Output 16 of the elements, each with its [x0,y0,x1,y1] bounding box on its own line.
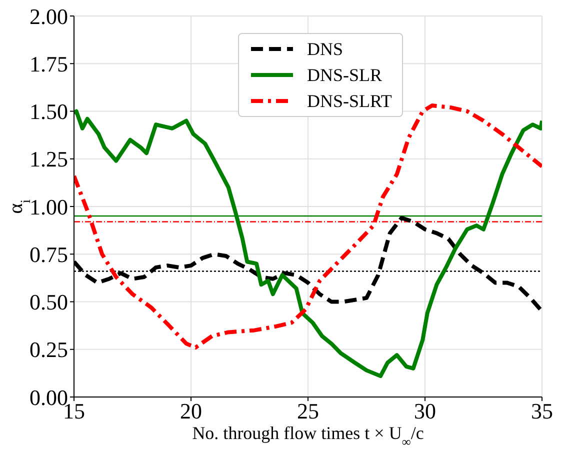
y-tick-label: 0.25 [30,337,68,362]
y-tick-label: 2.00 [30,4,68,29]
legend-label: DNS-SLRT [307,90,392,112]
x-axis-title: No. through flow times t × U$_{∞}$/c [192,423,424,449]
x-tick-label: 25 [297,398,319,424]
x-tick-label: 30 [414,398,436,424]
y-tick-label: 0.75 [30,242,68,267]
x-tick-label: 20 [180,398,202,424]
y-tick-label: 1.25 [30,146,68,172]
y-tick-label: 1.50 [30,99,68,124]
y-tick-label: 0.50 [30,290,68,315]
x-tick-label: 35 [531,398,553,424]
y-tick-label: 1.00 [30,194,68,220]
y-tick-label: 1.75 [30,51,68,76]
legend-label: DNS [307,38,344,60]
legend-label: DNS-SLR [307,64,382,86]
